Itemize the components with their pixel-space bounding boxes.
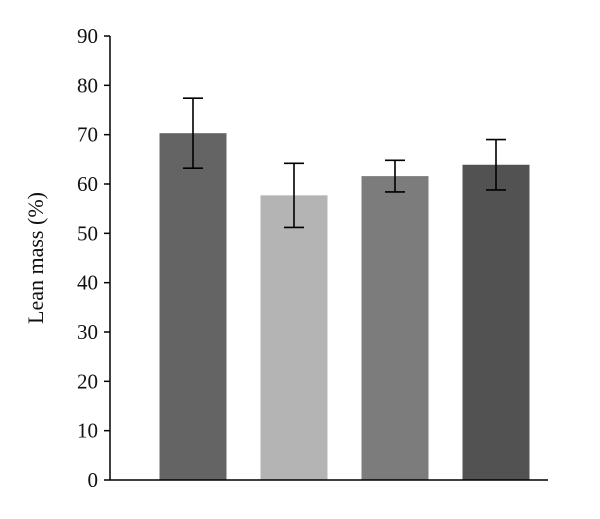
y-tick-label: 20 [77, 369, 98, 393]
y-tick-label: 50 [77, 221, 98, 245]
y-tick-label: 80 [77, 73, 98, 97]
error-bar-2 [284, 162, 304, 229]
y-tick-label: 40 [77, 271, 98, 295]
y-axis-ticks: 0 10 20 30 40 50 60 70 80 90 [77, 24, 110, 492]
error-bar-3 [385, 159, 405, 193]
y-tick-label: 10 [77, 419, 98, 443]
y-tick-label: 30 [77, 320, 98, 344]
bars [159, 133, 530, 481]
bar-3 [361, 176, 429, 480]
bar-4 [462, 164, 530, 480]
error-bar-4 [486, 138, 506, 191]
y-tick-label: 70 [77, 123, 98, 147]
y-tick-label: 0 [88, 468, 99, 492]
y-axis-title: Lean mass (%) [23, 192, 48, 324]
error-bars [183, 97, 506, 229]
y-tick-label: 60 [77, 172, 98, 196]
bar-1 [159, 133, 227, 481]
bar-2 [260, 195, 328, 480]
y-tick-label: 90 [77, 24, 98, 48]
error-bar-1 [183, 97, 203, 170]
